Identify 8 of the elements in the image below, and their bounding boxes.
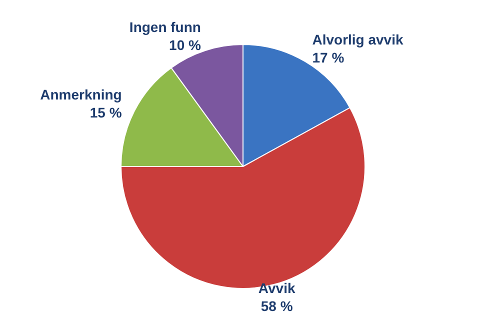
data-label: 15 % — [90, 104, 122, 121]
data-label: 17 % — [312, 49, 345, 66]
slice-label: Avvik — [258, 280, 296, 296]
data-label: 58 % — [260, 298, 294, 314]
slice-label: Alvorlig avvik — [312, 31, 404, 48]
slice-label: Ingen funn — [129, 19, 201, 36]
slice-label: Anmerkning — [40, 86, 122, 103]
data-label: 10 % — [169, 37, 202, 54]
